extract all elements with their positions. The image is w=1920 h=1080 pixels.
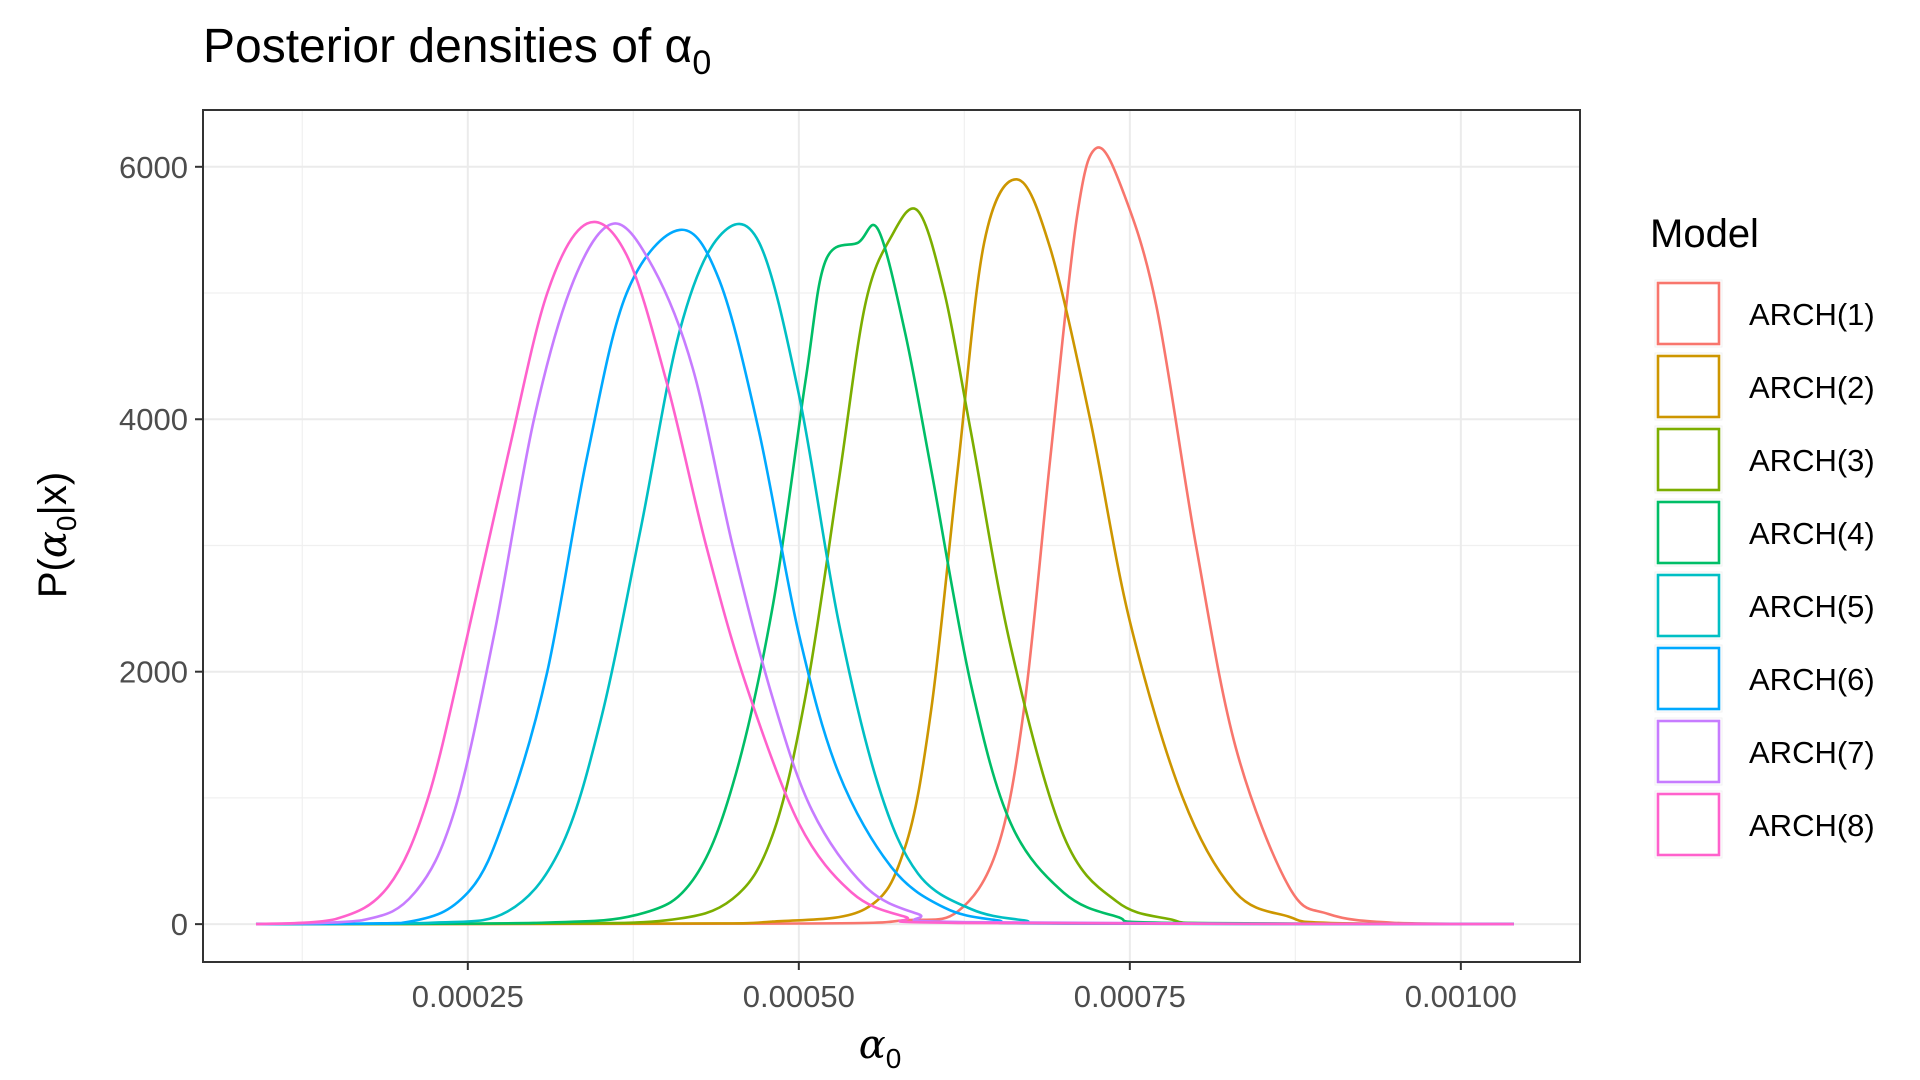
y-tick-label: 0 [171, 907, 188, 942]
y-tick-label: 6000 [119, 150, 188, 185]
x-tick-label: 0.00050 [743, 979, 855, 1014]
legend-key-bg [1654, 644, 1723, 713]
x-tick-label: 0.00025 [412, 979, 524, 1014]
y-axis-title-suffix: |x) [31, 472, 75, 516]
plot-panel [202, 109, 1581, 963]
legend-label: ARCH(1) [1749, 297, 1875, 332]
legend-label: ARCH(7) [1749, 735, 1875, 770]
legend: Model ARCH(1) ARCH(2) ARCH(3) ARCH(4) ARCH(5… [1650, 212, 1875, 859]
series-lines [255, 146, 1514, 926]
legend-key [1656, 427, 1721, 492]
legend-label: ARCH(6) [1749, 662, 1875, 697]
panel-border [202, 109, 1581, 963]
legend-key-bg [1654, 425, 1723, 494]
legend-key-bg [1654, 352, 1723, 421]
series-line-arch5 [255, 222, 1514, 926]
legend-title: Model [1650, 212, 1759, 256]
legend-label: ARCH(4) [1749, 516, 1875, 551]
legend-key-bg [1654, 571, 1723, 640]
series-line-arch7 [255, 222, 1514, 926]
x-tick-label: 0.00100 [1405, 979, 1517, 1014]
y-axis-title-prefix: P( [31, 557, 75, 598]
legend-key-bg [1654, 717, 1723, 786]
x-tick-label: 0.00075 [1074, 979, 1186, 1014]
y-axis-title: P(α0|x) [30, 472, 82, 598]
legend-label: ARCH(5) [1749, 589, 1875, 624]
legend-key [1656, 719, 1721, 784]
chart-title: Posterior densities of α0 [203, 20, 711, 82]
legend-key [1656, 500, 1721, 565]
grid-minor [203, 110, 1580, 962]
y-axis-title-subscript: 0 [51, 516, 82, 532]
legend-label: ARCH(2) [1749, 370, 1875, 405]
legend-key-bg [1654, 279, 1723, 348]
legend-label: ARCH(3) [1749, 443, 1875, 478]
legend-label: ARCH(8) [1749, 808, 1875, 843]
legend-key [1656, 281, 1721, 346]
y-tick-label: 2000 [119, 655, 188, 690]
y-tick-label: 4000 [119, 402, 188, 437]
x-axis: 0.00025 0.00050 0.00075 0.00100 [412, 962, 1517, 1014]
legend-key [1656, 792, 1721, 857]
legend-key [1656, 573, 1721, 638]
x-axis-title-symbol: α [859, 1022, 886, 1068]
legend-key-bg [1654, 498, 1723, 567]
series-line-arch2 [255, 178, 1514, 926]
legend-key-bg [1654, 790, 1723, 859]
x-axis-title-subscript: 0 [886, 1043, 902, 1074]
legend-key [1656, 646, 1721, 711]
legend-items: ARCH(1) ARCH(2) ARCH(3) ARCH(4) ARCH(5) ARCH(… [1654, 279, 1875, 859]
series-line-arch6 [255, 228, 1514, 926]
chart-title-text: Posterior densities of α [203, 20, 692, 73]
x-axis-title: α0 [859, 1022, 902, 1074]
series-line-arch3 [255, 207, 1514, 926]
series-line-arch1 [255, 146, 1514, 926]
legend-key [1656, 354, 1721, 419]
series-line-arch4 [255, 223, 1514, 926]
series-line-arch8 [255, 220, 1514, 926]
chart-title-subscript: 0 [692, 44, 711, 82]
y-axis: 0 2000 4000 6000 [119, 150, 203, 942]
y-axis-title-symbol: α [30, 531, 76, 558]
